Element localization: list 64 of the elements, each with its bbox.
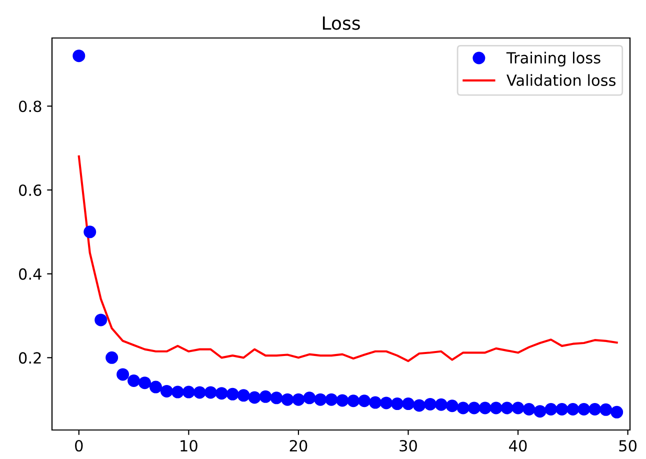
point [380,396,393,410]
point [456,402,470,414]
x-tick-label: 50 [619,440,637,452]
point [566,402,580,416]
point [160,384,173,398]
point [226,388,239,400]
point [534,405,546,418]
point [128,374,140,387]
point [281,393,294,406]
point [94,314,108,326]
line-series [78,155,618,362]
point [369,396,382,409]
x-tick-label: 20 [290,440,308,452]
chart-title: Loss [322,16,360,30]
point [259,390,272,403]
point [215,387,228,400]
point [248,391,261,404]
point [468,402,480,414]
point [314,393,327,406]
point [588,402,602,416]
point [446,400,458,412]
point [402,398,414,410]
point [325,393,338,406]
point [478,402,492,414]
x-tick-label: 30 [400,440,417,452]
point [84,226,96,238]
point [204,386,217,399]
point [149,380,162,394]
y-tick-label: 0.6 [18,184,42,196]
point [424,398,436,410]
y-tick-label: 0.2 [18,352,41,364]
point [182,386,195,398]
point [116,368,130,381]
legend-label: Validation loss [506,74,616,86]
point [193,386,206,399]
point [171,386,184,398]
x-tick-label: 0 [75,440,83,452]
x-tick-label: 40 [509,440,527,452]
point [336,394,349,407]
point [544,402,558,416]
legend-label: Training loss [506,52,600,67]
point [610,406,624,418]
point [391,398,404,410]
y-tick-label: 0.4 [18,268,42,280]
point [434,398,448,411]
point [578,402,590,416]
point [522,402,536,416]
point [270,392,283,404]
point [106,351,118,364]
y-tick-label: 0.8 [18,100,42,112]
point [500,402,514,414]
point [556,402,568,416]
point [347,394,360,408]
point [237,389,250,402]
point [600,403,612,416]
point [303,392,316,404]
point [72,50,86,62]
point [490,402,502,414]
point [358,394,371,408]
x-tick-label: 10 [180,440,198,452]
point [512,402,524,414]
point [292,393,305,406]
point [138,376,152,390]
point [412,399,426,412]
